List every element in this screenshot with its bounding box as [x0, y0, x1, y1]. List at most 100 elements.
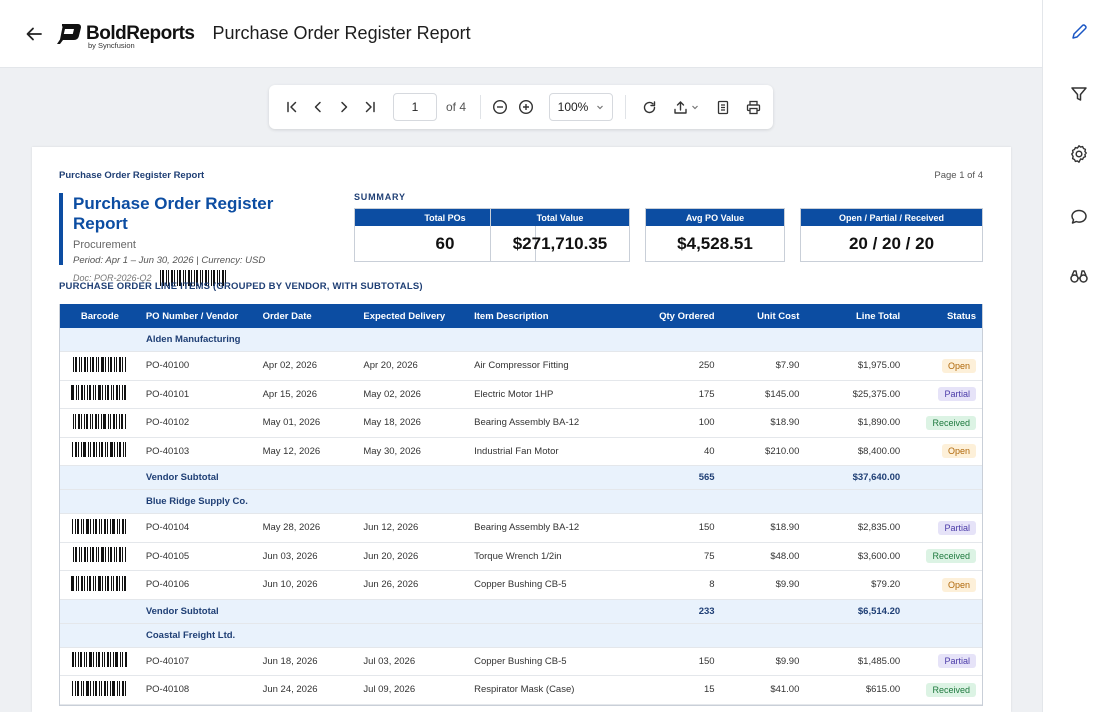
- line-total: $1,485.00: [857, 655, 901, 667]
- barcode-graphic: [72, 442, 128, 458]
- page-count: of 4: [446, 100, 467, 114]
- po-line-items-table: Barcode PO Number / Vendor Order Date Ex…: [59, 304, 983, 706]
- unit-cost: $41.00: [770, 684, 800, 696]
- chevron-left-icon: [314, 101, 321, 113]
- po-number: PO-40105: [145, 550, 190, 562]
- page-indicator: Page 1 of 4: [934, 170, 983, 181]
- unit-cost: $9.90: [775, 579, 800, 591]
- kpi-label: Total Value: [491, 209, 629, 226]
- chevron-right-icon: [341, 101, 348, 113]
- status-badge: Open: [941, 358, 976, 373]
- kpi-value: $4,528.51: [677, 234, 753, 253]
- status-cell: Received: [906, 682, 982, 697]
- page-number-input[interactable]: 1: [393, 93, 437, 121]
- zoom-out-button[interactable]: [487, 94, 513, 120]
- vendor-name: Alden Manufacturing: [146, 334, 241, 345]
- refresh-button[interactable]: [636, 94, 662, 120]
- barcode-graphic: [71, 575, 128, 591]
- kpi-label: Avg PO Value: [646, 209, 784, 226]
- subtotal-label: Vendor Subtotal: [145, 605, 219, 617]
- report-period: Period: Apr 1 – Jun 30, 2026 | Currency:…: [73, 255, 266, 266]
- qty-ordered: 250: [698, 360, 715, 372]
- table-row: PO-40108 Jun 24, 2026 Jul 09, 2026 Respirat…: [60, 676, 982, 705]
- order-date: Jun 03, 2026: [262, 550, 318, 562]
- zoom-in-button[interactable]: [513, 94, 539, 120]
- edit-button[interactable]: [1065, 18, 1093, 46]
- status-cell: Partial: [906, 520, 982, 535]
- unit-cost: $18.90: [770, 522, 800, 534]
- status-cell: Open: [906, 577, 982, 592]
- status-badge: Open: [941, 577, 976, 592]
- unit-cost: $145.00: [765, 388, 800, 400]
- qty-ordered: 150: [698, 522, 715, 534]
- barcode-cell: [60, 518, 140, 537]
- order-date: Jun 24, 2026: [262, 684, 318, 696]
- subtotal-qty: 565: [698, 472, 715, 483]
- barcode-cell: [60, 575, 140, 594]
- barcode-cell: [60, 385, 140, 403]
- first-page-button[interactable]: [279, 94, 305, 120]
- table-row: PO-40100 Apr 02, 2026 Apr 20, 2026 Air Comp…: [60, 352, 982, 381]
- expected-delivery: May 18, 2026: [363, 417, 421, 429]
- barcode-cell: [60, 652, 140, 670]
- kpi-value: 20 / 20 / 20: [848, 234, 935, 253]
- po-number: PO-40102: [145, 417, 190, 429]
- vendor-name: Blue Ridge Supply Co.: [146, 496, 248, 507]
- qty-ordered: 15: [703, 684, 715, 696]
- expected-delivery: Jun 26, 2026: [363, 579, 419, 591]
- unit-cost: $18.90: [770, 417, 800, 429]
- status-badge: Partial: [938, 387, 976, 402]
- settings-button[interactable]: [1065, 140, 1093, 168]
- item-description: Copper Bushing CB-5: [474, 655, 567, 667]
- barcode-graphic: [72, 356, 128, 372]
- order-date: Apr 02, 2026: [262, 360, 317, 372]
- qty-ordered: 40: [703, 445, 715, 457]
- table-header: Barcode PO Number / Vendor Order Date Ex…: [60, 304, 982, 328]
- po-number: PO-40106: [145, 579, 190, 591]
- line-total: $615.00: [865, 684, 901, 696]
- qty-ordered: 75: [703, 550, 715, 562]
- export-button[interactable]: [668, 94, 704, 120]
- filter-button[interactable]: [1065, 80, 1093, 108]
- vendor-subtotal-row: Vendor Subtotal 565 $37,640.00: [60, 466, 982, 490]
- zoom-in-icon: [519, 99, 534, 115]
- next-page-button[interactable]: [331, 94, 357, 120]
- kpi-value: $271,710.35: [512, 234, 608, 253]
- column-header: Line Total: [856, 310, 901, 322]
- previous-page-button[interactable]: [305, 94, 331, 120]
- table-row: PO-40105 Jun 03, 2026 Jun 20, 2026 Torque W…: [60, 542, 982, 571]
- last-page-button[interactable]: [357, 94, 383, 120]
- view-button[interactable]: [1065, 262, 1093, 290]
- column-header: Item Description: [474, 310, 549, 322]
- table-row: PO-40102 May 01, 2026 May 18, 2026 Bearing …: [60, 409, 982, 438]
- page-setup-button[interactable]: [710, 94, 736, 120]
- summary-label: SUMMARY: [354, 192, 406, 202]
- last-page-icon: [365, 101, 375, 113]
- subtotal-total: $6,514.20: [857, 605, 901, 617]
- barcode-graphic: [71, 652, 128, 668]
- expected-delivery: Jul 03, 2026: [363, 655, 416, 667]
- vendor-name: Coastal Freight Ltd.: [146, 629, 236, 641]
- comments-button[interactable]: [1065, 203, 1093, 231]
- status-cell: Open: [906, 444, 982, 459]
- table-row: PO-40103 May 12, 2026 May 30, 2026 Industri…: [60, 437, 982, 466]
- print-button[interactable]: [740, 94, 766, 120]
- section-title: PURCHASE ORDER LINE ITEMS (GROUPED BY VE…: [59, 281, 423, 292]
- order-date: Apr 15, 2026: [262, 388, 317, 400]
- comment-icon: [1071, 209, 1087, 224]
- zoom-select[interactable]: 100%: [549, 93, 614, 121]
- item-description: Bearing Assembly BA-12: [474, 417, 580, 429]
- status-badge: Received: [926, 549, 976, 564]
- pencil-icon: [1072, 24, 1087, 39]
- barcode-cell: [60, 680, 140, 699]
- vendor-group-row: Coastal Freight Ltd.: [60, 623, 982, 648]
- back-button[interactable]: [20, 20, 48, 48]
- status-badge: Received: [926, 682, 976, 697]
- barcode-graphic: [72, 518, 128, 534]
- kpi-avg-po-value: Avg PO Value $4,528.51: [645, 208, 785, 262]
- report-title: Purchase Order Register Report: [73, 194, 274, 233]
- status-cell: Open: [906, 358, 982, 373]
- barcode-cell: [60, 413, 140, 432]
- app-header: BoldReports by Syncfusion Purchase Order…: [0, 0, 1042, 68]
- barcode-cell: [60, 356, 140, 375]
